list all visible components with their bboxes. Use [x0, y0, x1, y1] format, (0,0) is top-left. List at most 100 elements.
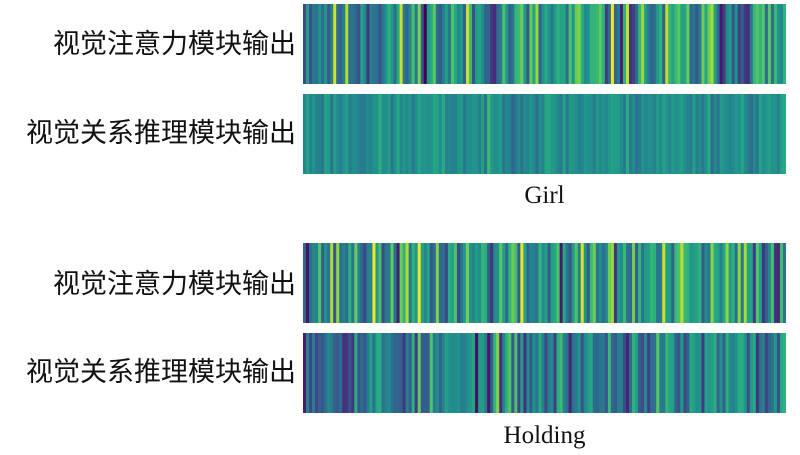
- heatmap-cell: [589, 4, 594, 84]
- heatmap-cell: [505, 4, 509, 84]
- heatmap-cell: [520, 333, 524, 413]
- heatmap-cell: [553, 94, 557, 174]
- heatmap-cell: [574, 94, 579, 174]
- heatmap-cell: [402, 243, 407, 323]
- heatmap-cell: [547, 333, 551, 413]
- heatmap-cell: [342, 243, 346, 323]
- heatmap-cell: [565, 333, 570, 413]
- heatmap-cell: [692, 333, 696, 413]
- heatmap-cell: [447, 243, 452, 323]
- heatmap-cell: [342, 333, 346, 413]
- heatmap-cell: [408, 94, 413, 174]
- heatmap-cell: [610, 4, 615, 84]
- heatmap-cell: [333, 333, 337, 413]
- heatmap-cell: [538, 4, 542, 84]
- heatmap-cell: [767, 243, 772, 323]
- heatmap-cell: [472, 94, 476, 174]
- heatmap-cell: [562, 94, 567, 174]
- heatmap-cell: [626, 4, 630, 84]
- heatmap-cell: [547, 94, 551, 174]
- heatmap-cell: [472, 243, 476, 323]
- heatmap-cell: [423, 333, 428, 413]
- heatmap-cell: [363, 243, 367, 323]
- heatmap-cell: [339, 94, 343, 174]
- heatmap-cell: [481, 4, 485, 84]
- heatmap-cell: [496, 94, 500, 174]
- heatmap-cell: [641, 94, 645, 174]
- heatmap-cell: [526, 4, 530, 84]
- heatmap-cell: [701, 94, 705, 174]
- heatmap-cell: [707, 4, 711, 84]
- heatmap-cell: [659, 333, 663, 413]
- heatmap-cell: [505, 94, 509, 174]
- heatmap-cell: [499, 333, 503, 413]
- heatmap-cell: [734, 333, 739, 413]
- heatmap-cell: [321, 243, 325, 323]
- heatmap-cell: [303, 4, 307, 84]
- heatmap-cell: [372, 243, 376, 323]
- heatmap-cell: [638, 4, 642, 84]
- heatmap-cell: [369, 4, 373, 84]
- heatmap-cell: [438, 94, 443, 174]
- heatmap-cell: [309, 4, 313, 84]
- heatmap-cell: [514, 333, 518, 413]
- heatmap-cell: [761, 243, 766, 323]
- heatmap-cell: [671, 94, 675, 174]
- heatmap-cell: [680, 333, 684, 413]
- heatmap-cell: [462, 4, 467, 84]
- heatmap-cell: [405, 4, 410, 84]
- heatmap-cell: [321, 333, 325, 413]
- heatmap-cell: [722, 333, 727, 413]
- heatmap-cell: [429, 243, 434, 323]
- heatmap-cell: [650, 94, 654, 174]
- heatmap-cell: [354, 333, 358, 413]
- heatmap-cell: [635, 243, 639, 323]
- heatmap-cell: [626, 94, 630, 174]
- heatmap-cell: [659, 94, 663, 174]
- heatmap-cell: [638, 94, 642, 174]
- heatmap-cell: [330, 243, 334, 323]
- heatmap-cell: [776, 94, 781, 174]
- heatmap-cell: [411, 333, 416, 413]
- heatmap-cell: [363, 94, 367, 174]
- heatmap-cell: [529, 243, 533, 323]
- heatmap-cell: [493, 4, 497, 84]
- heatmap-strip-relation-girl: [303, 94, 786, 174]
- heatmap-cell: [417, 94, 422, 174]
- heatmap-cell: [671, 243, 675, 323]
- heatmap-cell: [511, 333, 515, 413]
- heatmap-cell: [644, 243, 648, 323]
- heatmap-cell: [387, 243, 391, 323]
- heatmap-cell: [553, 4, 557, 84]
- heatmap-cell: [571, 94, 576, 174]
- heatmap-cell: [487, 94, 491, 174]
- heatmap-cell: [671, 333, 675, 413]
- heatmap-cell: [441, 94, 446, 174]
- heatmap-cell: [435, 333, 440, 413]
- heatmap-cell: [420, 243, 425, 323]
- heatmap-cell: [502, 333, 506, 413]
- heatmap-cell: [674, 333, 678, 413]
- heatmap-cell: [782, 94, 786, 174]
- heatmap-cell: [390, 4, 394, 84]
- heatmap-cell: [779, 94, 784, 174]
- heatmap-cell: [677, 333, 681, 413]
- heatmap-cell: [396, 4, 400, 84]
- heatmap-cell: [381, 4, 385, 84]
- heatmap-cell: [689, 94, 693, 174]
- heatmap-cell: [616, 243, 621, 323]
- heatmap-cell: [680, 243, 684, 323]
- heatmap-cell: [583, 333, 588, 413]
- heatmap-cell: [384, 94, 388, 174]
- heatmap-cell: [556, 333, 560, 413]
- heatmap-cell: [459, 94, 464, 174]
- heatmap-cell: [740, 243, 745, 323]
- heatmap-cell: [330, 4, 334, 84]
- heatmap-cell: [737, 333, 742, 413]
- heatmap-cell: [330, 94, 334, 174]
- heatmap-cell: [589, 243, 594, 323]
- heatmap-cell: [526, 333, 530, 413]
- heatmap-cell: [523, 243, 527, 323]
- heatmap-cell: [601, 4, 606, 84]
- heatmap-cell: [644, 94, 648, 174]
